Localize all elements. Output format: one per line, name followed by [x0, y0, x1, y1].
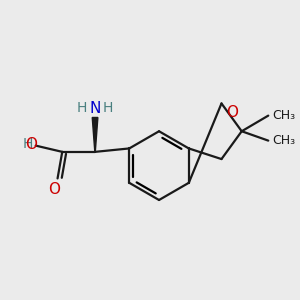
- Text: N: N: [89, 101, 101, 116]
- Text: O: O: [25, 136, 37, 152]
- Polygon shape: [92, 118, 98, 152]
- Text: H: H: [77, 101, 87, 115]
- Text: H: H: [103, 101, 113, 115]
- Text: CH₃: CH₃: [272, 134, 295, 147]
- Text: CH₃: CH₃: [272, 109, 295, 122]
- Text: H: H: [22, 137, 33, 151]
- Text: O: O: [226, 105, 238, 120]
- Text: O: O: [48, 182, 60, 196]
